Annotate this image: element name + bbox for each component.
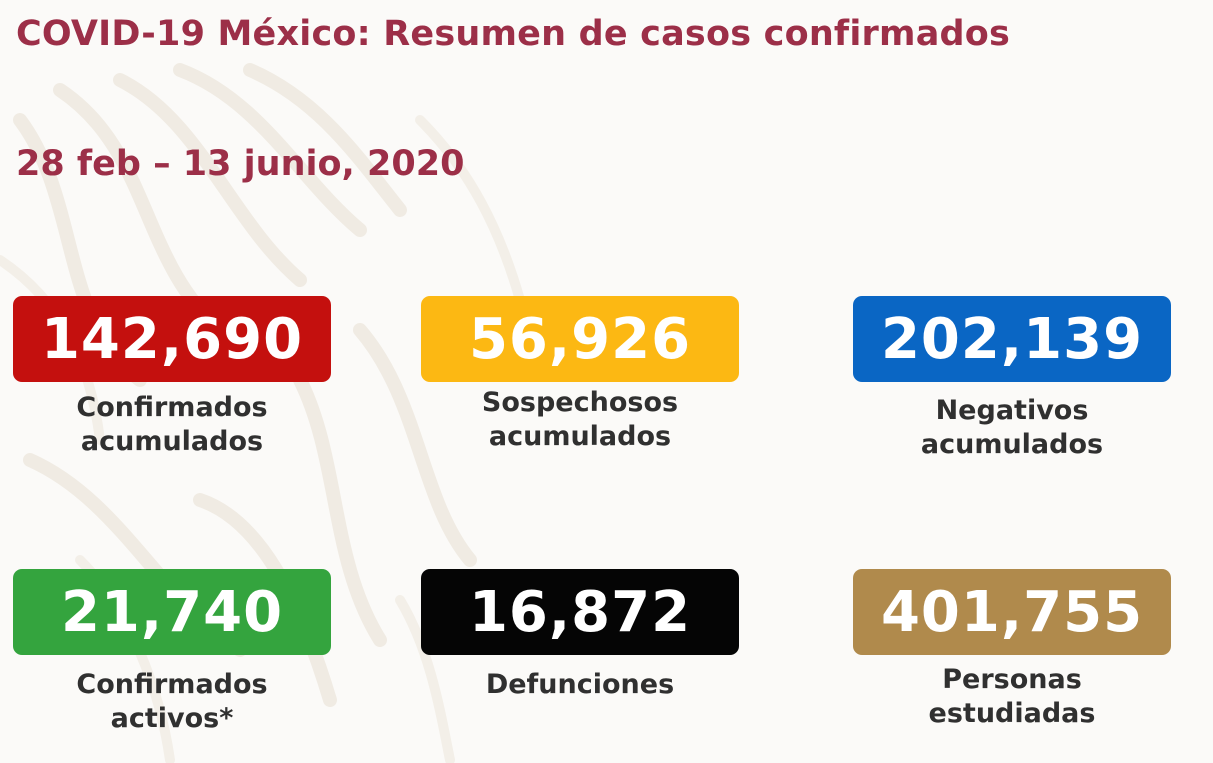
stat-value: 142,690 [40,306,304,372]
stat-personas-estudiadas: 401,755 Personas estudiadas [853,569,1171,731]
stat-label-line2: activos* [110,703,234,734]
stat-label-line1: Confirmados [76,669,268,700]
stat-value: 202,139 [880,306,1144,372]
stat-label-line1: Negativos [935,395,1089,426]
stat-label-line2: estudiadas [928,698,1096,729]
stat-value-box: 16,872 [421,569,739,655]
stat-label-line1: Sospechosos [481,387,679,418]
stat-value: 21,740 [60,579,284,645]
stat-label: Confirmados activos* [13,668,331,736]
stat-value-box: 202,139 [853,296,1171,382]
stat-value: 16,872 [468,579,692,645]
stat-sospechosos-acumulados: 56,926 Sospechosos acumulados [421,296,739,454]
stat-value-box: 401,755 [853,569,1171,655]
stat-label: Sospechosos acumulados [421,386,739,454]
stat-defunciones: 16,872 Defunciones [421,569,739,702]
stat-label: Defunciones [421,668,739,702]
stat-label-line1: Defunciones [485,669,675,700]
stat-label-line2: acumulados [488,421,672,452]
stat-label-line2: acumulados [920,429,1104,460]
stat-confirmados-activos: 21,740 Confirmados activos* [13,569,331,736]
stat-value-box: 21,740 [13,569,331,655]
stat-label-line2: acumulados [80,426,264,457]
stat-label-line1: Personas [942,664,1082,695]
stat-label-line1: Confirmados [76,392,268,423]
stat-confirmados-acumulados: 142,690 Confirmados acumulados [13,296,331,459]
stat-value-box: 56,926 [421,296,739,382]
stat-negativos-acumulados: 202,139 Negativos acumulados [853,296,1171,462]
stat-label: Confirmados acumulados [13,391,331,459]
stat-label: Negativos acumulados [853,394,1171,462]
stat-value: 56,926 [468,306,692,372]
stat-value-box: 142,690 [13,296,331,382]
stat-label: Personas estudiadas [853,663,1171,731]
page-title: COVID-19 México: Resumen de casos confir… [16,14,1011,54]
date-range: 28 feb – 13 junio, 2020 [16,144,465,184]
stat-value: 401,755 [880,579,1144,645]
